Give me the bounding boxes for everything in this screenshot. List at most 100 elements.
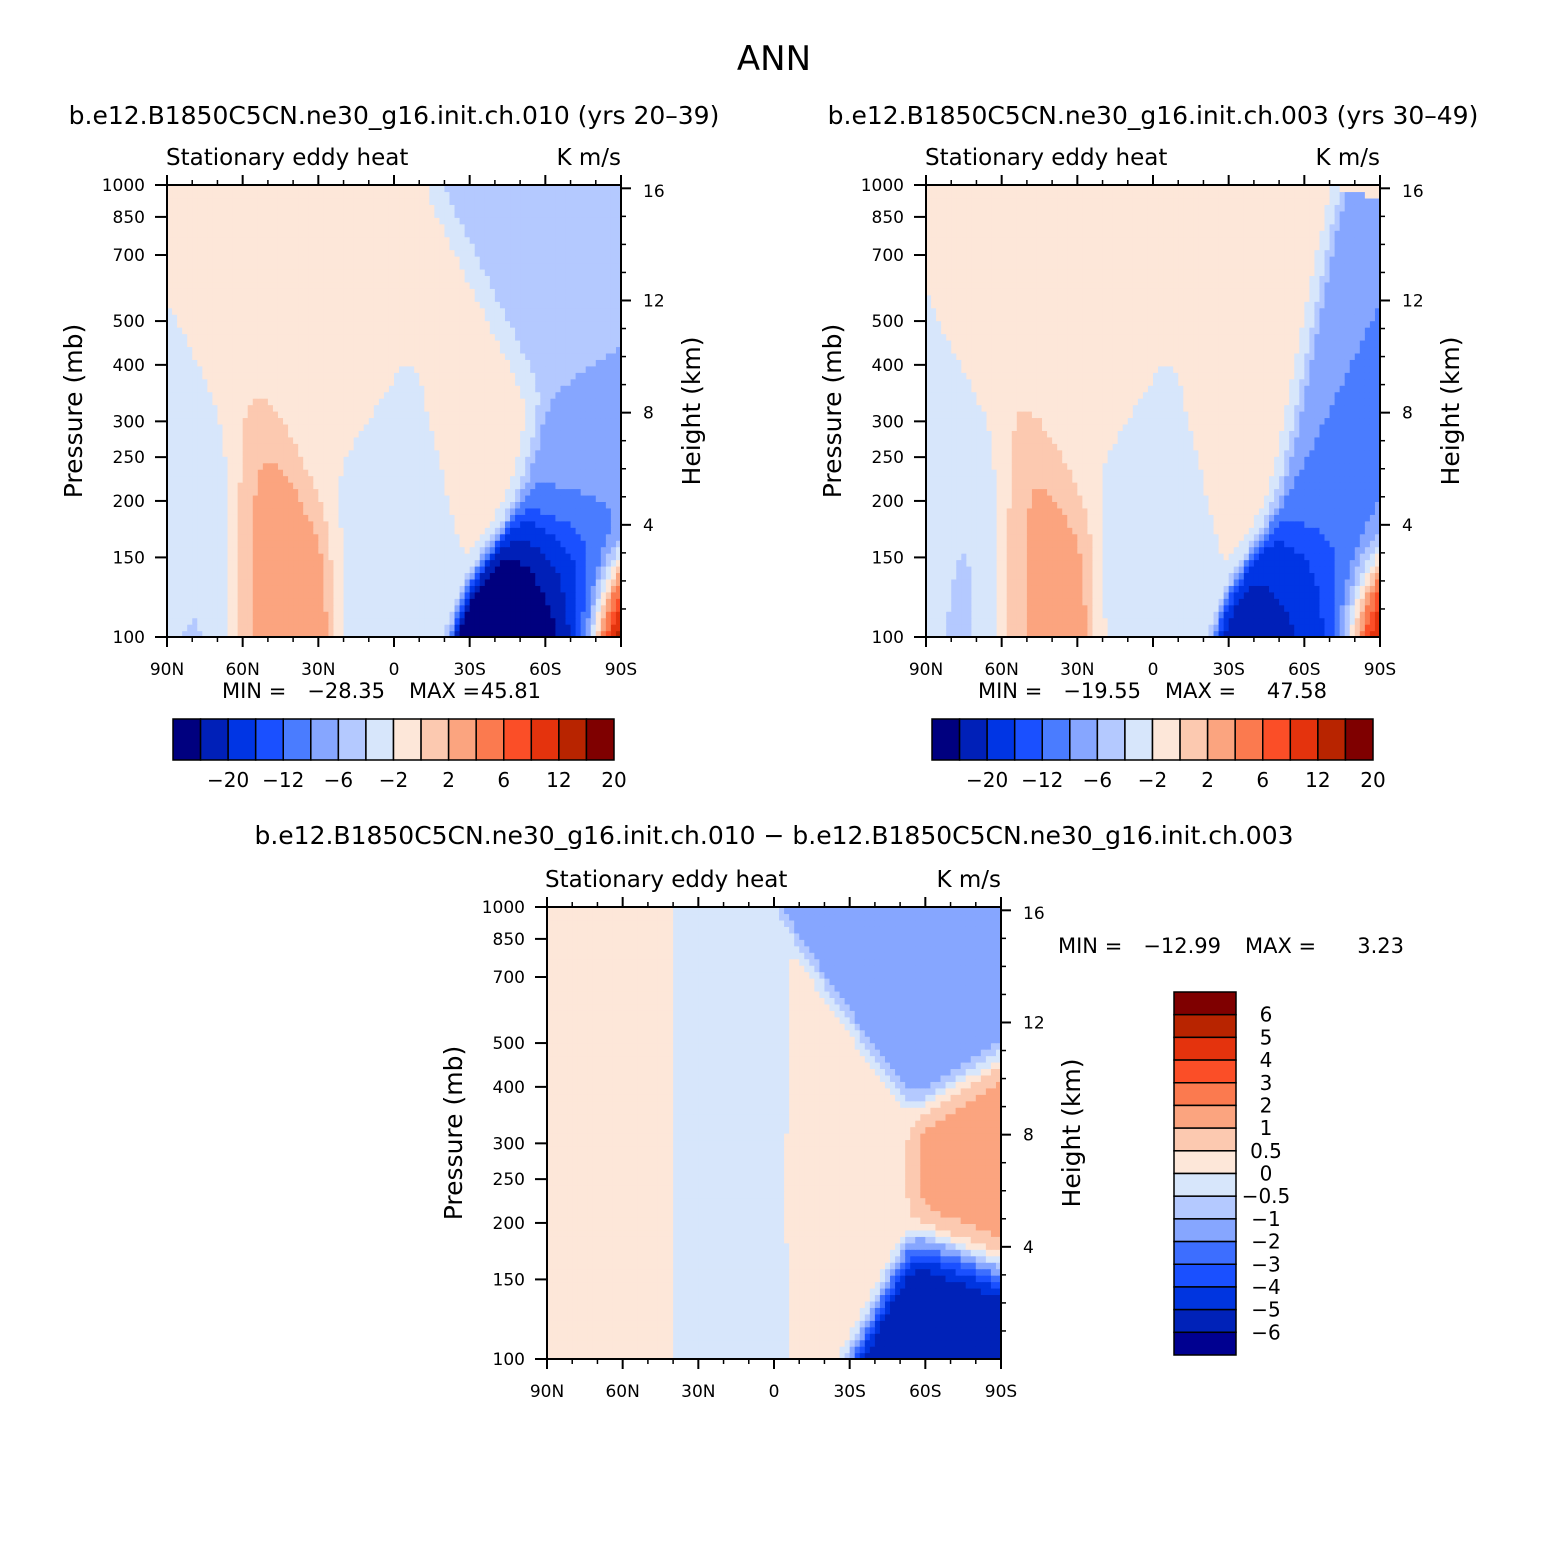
field-cell	[323, 624, 330, 632]
field-cell	[570, 546, 577, 554]
field-cell	[605, 359, 612, 367]
field-cell	[207, 359, 213, 367]
field-cell	[358, 288, 365, 296]
field-cell	[303, 404, 309, 412]
field-cell	[217, 514, 224, 522]
field-cell	[570, 398, 577, 406]
field-cell	[222, 591, 229, 599]
field-cell	[444, 320, 451, 328]
field-cell	[479, 630, 486, 637]
field-cell	[293, 423, 299, 431]
field-cell	[494, 572, 501, 580]
field-cell	[363, 527, 370, 535]
field-cell	[515, 456, 521, 464]
field-cell	[610, 391, 617, 399]
field-cell	[293, 482, 299, 490]
field-cell	[318, 604, 324, 612]
field-cell	[585, 404, 592, 412]
field-cell	[363, 604, 370, 612]
field-cell	[262, 443, 269, 451]
field-cell	[540, 559, 546, 567]
field-cell	[535, 630, 541, 637]
field-cell	[444, 469, 451, 477]
field-cell	[464, 553, 471, 561]
field-cell	[227, 527, 234, 535]
field-cell	[232, 352, 239, 360]
field-cell	[318, 436, 324, 444]
field-cell	[252, 301, 259, 309]
field-cell	[242, 385, 249, 393]
field-cell	[409, 546, 415, 554]
field-cell	[333, 404, 340, 412]
field-cell	[378, 482, 385, 490]
field-cell	[525, 294, 531, 302]
field-cell	[540, 572, 546, 580]
field-cell	[605, 314, 612, 322]
field-cell	[217, 559, 224, 567]
field-cell	[197, 314, 203, 322]
field-cell	[383, 423, 390, 431]
field-cell	[172, 462, 178, 470]
field-cell	[172, 294, 178, 302]
field-cell	[212, 559, 219, 567]
field-cell	[267, 553, 274, 561]
field-cell	[187, 533, 193, 541]
field-cell	[580, 449, 587, 457]
field-cell	[530, 404, 536, 412]
field-cell	[247, 572, 254, 580]
field-cell	[247, 507, 254, 515]
field-cell	[434, 482, 440, 490]
field-cell	[489, 482, 496, 490]
field-cell	[600, 339, 607, 348]
field-cell	[177, 488, 183, 496]
field-cell	[288, 482, 294, 490]
panel-1: b.e12.B1850C5CN.ne30_g16.init.ch.010 (yr…	[59, 101, 719, 792]
field-cell	[217, 346, 224, 354]
field-cell	[167, 553, 173, 561]
field-cell	[434, 352, 440, 360]
field-cell	[333, 533, 340, 541]
field-cell	[434, 398, 440, 406]
field-cell	[394, 423, 400, 431]
field-cell	[328, 359, 335, 367]
field-cell	[479, 346, 486, 354]
field-cell	[444, 553, 451, 561]
field-cell	[570, 314, 577, 322]
field-cell	[585, 565, 592, 574]
field-cell	[227, 611, 234, 619]
field-cell	[308, 624, 314, 632]
field-cell	[363, 488, 370, 496]
field-cell	[595, 585, 602, 593]
field-cell	[414, 624, 420, 632]
field-cell	[560, 339, 567, 348]
field-cell	[298, 436, 304, 444]
field-cell	[615, 320, 621, 328]
field-cell	[439, 385, 446, 393]
field-cell	[394, 411, 400, 419]
field-cell	[434, 585, 440, 593]
field-cell	[499, 327, 506, 335]
field-cell	[550, 327, 557, 335]
field-cell	[172, 275, 178, 283]
field-cell	[293, 598, 299, 606]
field-cell	[242, 488, 249, 496]
field-cell	[257, 604, 264, 612]
field-cell	[318, 346, 324, 354]
field-cell	[575, 540, 582, 548]
field-cell	[479, 540, 486, 548]
field-cell	[267, 533, 274, 541]
field-cell	[353, 572, 360, 580]
field-cell	[394, 339, 400, 348]
field-cell	[394, 307, 400, 315]
field-cell	[293, 591, 299, 599]
field-cell	[368, 417, 375, 425]
field-cell	[358, 604, 365, 612]
field-cell	[348, 275, 355, 283]
field-cell	[464, 514, 471, 522]
field-cell	[298, 591, 304, 599]
field-cell	[525, 365, 531, 373]
field-cell	[464, 449, 471, 457]
field-cell	[560, 475, 567, 483]
field-cell	[585, 527, 592, 535]
field-cell	[348, 430, 355, 438]
